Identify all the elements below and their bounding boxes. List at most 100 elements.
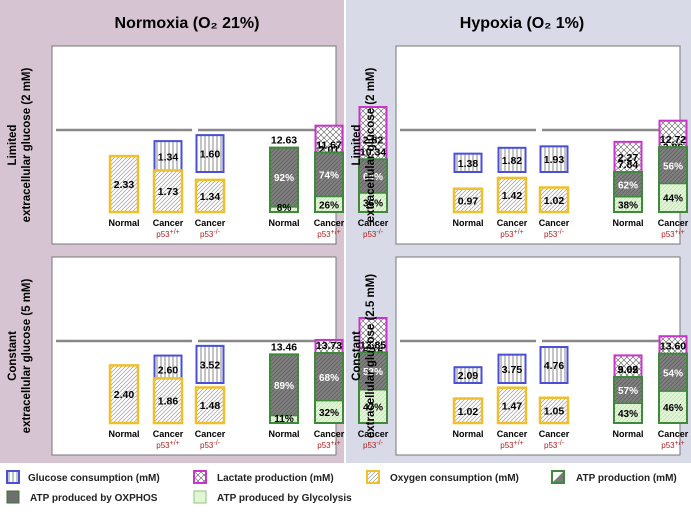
x-tick-label: Cancer	[497, 218, 528, 228]
glycolysis-segment	[614, 196, 642, 212]
lactate-value-label: 2.27	[618, 152, 639, 164]
glycolysis-segment	[659, 391, 687, 423]
oxphos-percent-label: 53%	[363, 367, 383, 378]
oxygen-bar	[108, 154, 140, 214]
legend-oxphos-label: ATP produced by OXPHOS	[30, 493, 158, 504]
glucose-value-label: 1.82	[502, 155, 523, 167]
glycolysis-percent-label: 47%	[363, 402, 383, 413]
row-label-title: Constant	[351, 331, 363, 381]
glycolysis-segment	[315, 196, 343, 212]
x-tick-label: Cancer	[153, 218, 184, 228]
oxphos-percent-label: 89%	[274, 381, 294, 392]
glycolysis-percent-label: 26%	[319, 200, 339, 211]
glucose-value-label: 1.60	[200, 149, 221, 161]
x-tick-genotype: p53+/+	[500, 440, 523, 450]
oxygen-bar	[452, 397, 484, 425]
oxygen-bar	[496, 176, 528, 214]
oxygen-bar	[108, 364, 140, 425]
glucose-bar	[453, 152, 483, 174]
atp-value-label: 9.02	[618, 364, 639, 376]
oxygen-bar	[452, 187, 484, 214]
oxphos-segment	[614, 172, 642, 197]
atp-bar	[269, 146, 299, 214]
x-tick-label: Cancer	[358, 218, 389, 228]
row-label-title: Limited	[7, 125, 19, 166]
x-tick-genotype: p53-/-	[363, 440, 384, 450]
glucose-value-label: 3.75	[502, 364, 523, 376]
atp-value-label: 12.72	[660, 134, 686, 146]
atp-value-label: 10.34	[360, 146, 386, 158]
glucose-value-label: 2.09	[458, 370, 479, 382]
glucose-bar	[539, 145, 569, 173]
x-tick-label: Cancer	[314, 218, 345, 228]
row-label-title: Constant	[7, 331, 19, 381]
x-tick-label: Normal	[108, 429, 139, 439]
x-tick-label: Cancer	[195, 429, 226, 439]
x-tick-genotype: p53+/+	[661, 229, 684, 239]
oxphos-percent-label: 92%	[274, 173, 294, 184]
glycolysis-percent-label: 46%	[663, 403, 683, 414]
oxphos-segment	[315, 352, 343, 401]
oxphos-percent-label: 56%	[663, 161, 683, 172]
legend-item-glycolysis: ATP produced by Glycolysis	[193, 490, 352, 504]
oxphos-segment	[270, 147, 298, 207]
row-label-subtitle: extracellular glucose (5 mM)	[21, 278, 33, 433]
glycolysis-segment	[270, 415, 298, 423]
atp-bar	[658, 352, 688, 425]
atp-bar	[613, 375, 643, 424]
subplot-hypoxia_limited: 1.382.270.977.8462%38%NormalNormal1.823.…	[395, 45, 689, 245]
oxphos-segment	[659, 353, 687, 392]
subplot-normoxia_constant: 0.780.702.4013.4689%11%NormalNormal2.604…	[51, 256, 389, 456]
glucose-bar	[497, 353, 527, 385]
glucose-bar	[497, 146, 527, 173]
oxphos-segment	[315, 152, 343, 197]
oxygen-value-label: 1.73	[158, 186, 179, 198]
atp-value-label: 12.63	[271, 135, 297, 147]
oxygen-value-label: 1.86	[158, 396, 179, 408]
oxygen-value-label: 1.02	[544, 195, 565, 207]
atp-swatch-fill	[553, 472, 563, 482]
atp-value-label: 13.73	[316, 340, 342, 352]
x-tick-label: Cancer	[497, 429, 528, 439]
glycolysis-percent-label: 36%	[363, 199, 383, 210]
oxphos-percent-label: 64%	[363, 172, 383, 183]
legend-item-oxphos: ATP produced by OXPHOS	[6, 490, 158, 504]
glucose-value-label: 3.52	[200, 359, 221, 371]
glucose-bar	[453, 366, 483, 385]
lactate-bar	[613, 140, 643, 173]
glycolysis-segment	[659, 183, 687, 212]
legend-atp-label: ATP production (mM)	[576, 473, 677, 484]
glycolysis-percent-label: 44%	[663, 194, 683, 205]
glucose-value-label: 4.76	[544, 360, 565, 372]
x-tick-label: Normal	[268, 218, 299, 228]
glucose-swatch	[6, 470, 20, 484]
oxygen-value-label: 2.40	[114, 389, 135, 401]
hypoxia-title: Hypoxia (O₂ 1%)	[460, 15, 584, 32]
glycolysis-percent-label: 38%	[618, 200, 638, 211]
x-tick-genotype: p53-/-	[544, 440, 565, 450]
oxygen-bar	[194, 386, 226, 425]
oxphos-segment	[659, 147, 687, 184]
oxygen-swatch	[366, 470, 380, 484]
legend-item-lactate: Lactate production (mM)	[193, 470, 334, 484]
oxygen-value-label: 1.34	[200, 191, 221, 203]
glycolysis-segment	[270, 206, 298, 212]
atp-bar	[269, 353, 299, 425]
oxygen-value-label: 1.05	[544, 405, 565, 417]
oxphos-swatch	[6, 490, 20, 504]
glycolysis-percent-label: 43%	[618, 409, 638, 420]
atp-value-label: 13.85	[360, 339, 386, 351]
legend-item-atp: ATP production (mM)	[551, 470, 677, 484]
oxygen-bar	[538, 186, 570, 214]
x-tick-genotype: p53-/-	[544, 229, 565, 239]
atp-bar	[358, 158, 388, 214]
x-tick-genotype: p53+/+	[317, 440, 340, 450]
x-tick-label: Normal	[452, 218, 483, 228]
x-tick-label: Cancer	[539, 429, 570, 439]
atp-bar	[314, 151, 344, 213]
glycolysis-percent-label: 8%	[277, 203, 292, 214]
x-tick-label: Normal	[612, 218, 643, 228]
glycolysis-segment	[359, 389, 387, 423]
oxygen-value-label: 2.33	[114, 179, 135, 191]
legend-item-oxygen: Oxygen consumption (mM)	[366, 470, 519, 484]
